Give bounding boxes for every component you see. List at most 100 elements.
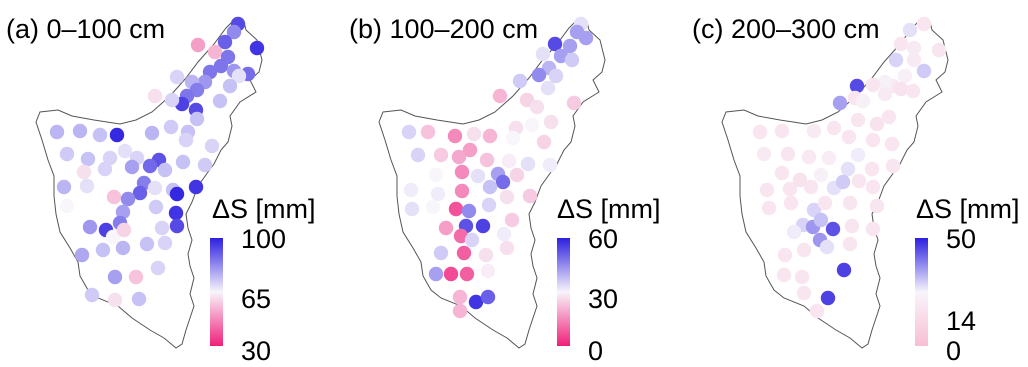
sampling-point xyxy=(79,178,95,194)
sampling-point xyxy=(401,124,417,140)
map-a xyxy=(35,16,265,349)
sampling-point xyxy=(169,69,185,85)
sampling-point xyxy=(97,161,113,177)
sampling-point xyxy=(470,168,486,184)
sampling-point xyxy=(150,260,166,276)
sampling-point xyxy=(188,179,204,195)
sampling-point xyxy=(761,200,777,216)
sampling-point xyxy=(131,291,147,307)
colorbar xyxy=(210,238,223,346)
sampling-point xyxy=(774,165,790,181)
sampling-point xyxy=(49,124,65,140)
sampling-point xyxy=(783,195,799,211)
sampling-point xyxy=(128,269,144,285)
sampling-point xyxy=(865,132,881,148)
legend-tick-min: 0 xyxy=(946,336,962,366)
sampling-point xyxy=(226,24,242,40)
sampling-point xyxy=(865,221,881,237)
sampling-point xyxy=(109,127,125,143)
legend-title: ΔS [mm] xyxy=(557,194,661,224)
sampling-point xyxy=(410,147,426,163)
sampling-point xyxy=(462,142,478,158)
sampling-point xyxy=(482,179,498,195)
sampling-point xyxy=(806,202,822,218)
sampling-points xyxy=(401,16,594,319)
sampling-point xyxy=(106,189,122,205)
sampling-point xyxy=(564,52,580,68)
sampling-point xyxy=(752,124,768,140)
sampling-point xyxy=(190,37,206,53)
sampling-point xyxy=(782,181,798,197)
legend-tick-mid: 14 xyxy=(946,306,977,336)
sampling-point xyxy=(95,242,111,258)
sampling-point xyxy=(420,124,436,140)
sampling-point xyxy=(115,204,131,220)
sampling-point xyxy=(869,198,885,214)
sampling-point xyxy=(448,201,464,217)
sampling-point xyxy=(553,48,569,64)
legend-tick-mid: 30 xyxy=(588,284,619,314)
legend-tick-min: 0 xyxy=(588,336,604,366)
sampling-point xyxy=(74,247,90,263)
sampling-point xyxy=(888,52,904,68)
sampling-point xyxy=(92,127,108,143)
sampling-point xyxy=(893,81,909,97)
sampling-point xyxy=(433,245,449,261)
legend-title: ΔS [mm] xyxy=(916,194,1020,224)
sampling-point xyxy=(792,172,808,188)
sampling-point xyxy=(120,191,136,207)
sampling-point xyxy=(461,203,477,219)
sampling-point xyxy=(813,212,829,228)
sampling-point xyxy=(454,183,470,199)
sampling-point xyxy=(480,289,496,305)
sampling-point xyxy=(864,161,880,177)
sampling-point xyxy=(841,129,857,145)
sampling-point xyxy=(466,126,482,142)
sampling-point xyxy=(189,111,205,127)
sampling-point xyxy=(447,128,463,144)
colorbar xyxy=(915,238,928,346)
sampling-point xyxy=(59,146,75,162)
sampling-point xyxy=(825,221,841,237)
sampling-point xyxy=(931,42,947,58)
sampling-point xyxy=(850,147,866,163)
sampling-point xyxy=(478,247,494,263)
sampling-point xyxy=(428,167,444,183)
sampling-point xyxy=(543,114,559,130)
sampling-point xyxy=(877,86,893,102)
sampling-point xyxy=(452,303,468,319)
sampling-point xyxy=(540,80,556,96)
sampling-point xyxy=(826,120,842,136)
sampling-points xyxy=(49,16,265,308)
sampling-point xyxy=(204,138,220,154)
panel-c: (c) 200–300 cm ΔS [mm] 50 14 0 xyxy=(686,0,1028,366)
sampling-point xyxy=(881,109,897,125)
sampling-point xyxy=(578,30,594,46)
sampling-point xyxy=(438,220,454,236)
sampling-point xyxy=(124,159,140,175)
legend-tick-max: 50 xyxy=(946,224,977,254)
sampling-point xyxy=(499,189,515,205)
sampling-point xyxy=(499,240,515,256)
sampling-point xyxy=(175,154,191,170)
sampling-point xyxy=(786,224,802,240)
sampling-point xyxy=(197,157,213,173)
legend-tick-max: 100 xyxy=(241,224,287,254)
sampling-point xyxy=(168,205,184,221)
sampling-point xyxy=(82,219,98,235)
sampling-point xyxy=(148,199,164,215)
sampling-point xyxy=(451,149,467,165)
map-c xyxy=(721,16,949,349)
sampling-point xyxy=(916,63,932,79)
sampling-point xyxy=(454,164,470,180)
sampling-point xyxy=(132,185,148,201)
sampling-point xyxy=(803,179,819,195)
sampling-point xyxy=(547,36,563,52)
sampling-point xyxy=(481,197,497,213)
sampling-point xyxy=(906,40,922,56)
sampling-point xyxy=(548,68,564,84)
sampling-point xyxy=(443,266,459,282)
sampling-point xyxy=(840,161,856,177)
sampling-point xyxy=(496,226,512,242)
sampling-point xyxy=(480,263,496,279)
